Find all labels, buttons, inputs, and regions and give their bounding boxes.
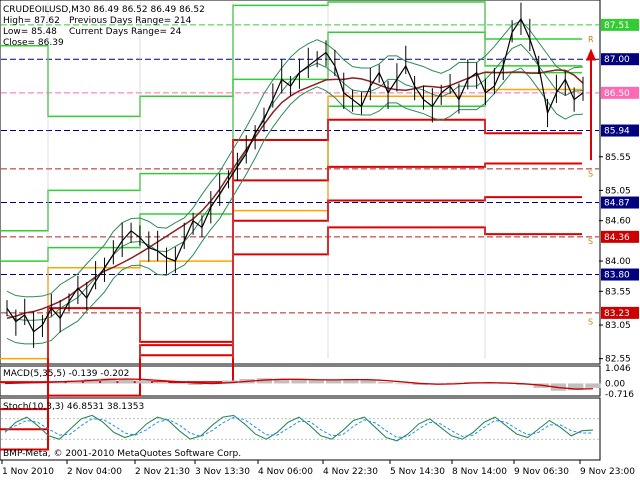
price-tag-label-6: 84.87	[604, 199, 630, 209]
macd-tick-label-1: 0.00	[605, 379, 625, 389]
symbol-line: CRUDEOILUSD,M30 86.49 86.52 86.49 86.52	[3, 5, 205, 15]
x-tick-label-1: 2 Nov 04:00	[67, 467, 122, 477]
up-arrow-head	[586, 48, 596, 61]
macd-bar-4	[66, 380, 82, 384]
macd-bar-11	[187, 383, 203, 385]
price-axis: 87.51 87.00 86.50 85.94 85.55 85.05 84.87 84.60…	[599, 18, 639, 365]
y-tick-label-13: 83.05	[605, 321, 631, 331]
level-letter-2: S	[588, 237, 593, 246]
macd-signal-line	[4, 378, 594, 390]
macd-bar-22	[377, 381, 394, 384]
macd-bar-20	[343, 379, 359, 384]
macd-tick-label-0: 1.046	[605, 364, 631, 374]
macd-label: MACD(5,35,5) -0.139 -0.202	[3, 369, 129, 379]
price-tag-label-12: 83.23	[604, 309, 630, 319]
stochastic-indicator	[1, 414, 599, 442]
stoch-label: Stoch(10,3,3) 46.8531 38.1353	[3, 402, 144, 412]
macd-bar-8	[135, 380, 152, 384]
macd-bar-6	[101, 378, 117, 384]
moving-average	[6, 69, 584, 319]
macd-indicator: 1.046 0.00-0.716	[0, 364, 634, 400]
time-axis: 1 Nov 2010 2 Nov 04:00 2 Nov 21:30 3 Nov 13…	[1, 460, 635, 477]
x-tick-label-7: 8 Nov 14:00	[452, 467, 507, 477]
y-tick-label-9: 84.00	[605, 257, 631, 267]
macd-bar-17	[291, 379, 307, 384]
level-letter-0: R	[588, 35, 594, 44]
x-tick-label-5: 4 Nov 22:30	[323, 467, 378, 477]
macd-bar-10	[170, 383, 186, 384]
price-tag-6	[601, 196, 639, 209]
x-tick-label-9: 9 Nov 23:00	[580, 467, 635, 477]
price-tag-2	[601, 86, 639, 99]
price-tag-label-2: 86.50	[604, 89, 630, 99]
macd-bar-29	[498, 383, 515, 384]
macd-bar-19	[325, 379, 342, 384]
y-tick-label-14: 82.55	[605, 355, 631, 365]
price-tag-label-8: 84.36	[604, 233, 630, 243]
macd-bar-33	[568, 383, 584, 391]
price-tag-0	[601, 18, 639, 31]
price-tag-12	[601, 306, 639, 319]
y-tick-label-4: 85.55	[605, 153, 631, 163]
price-tag-10	[601, 268, 639, 281]
y-tick-label-11: 83.55	[605, 287, 631, 297]
price-line	[6, 17, 584, 333]
x-tick-label-4: 4 Nov 06:00	[258, 467, 313, 477]
x-tick-label-3: 3 Nov 13:30	[195, 467, 250, 477]
macd-bar-18	[308, 380, 324, 384]
macd-bar-7	[118, 379, 134, 384]
stoch-signal-line	[4, 416, 594, 439]
price-panel	[0, 0, 601, 365]
macd-bar-34	[585, 383, 601, 388]
low-line: Low= 85.48	[3, 27, 57, 37]
macd-bar-15	[256, 378, 273, 384]
y-tick-label-7: 84.60	[605, 217, 631, 227]
price-tag-label-10: 83.80	[604, 271, 630, 281]
level-letter-1: S	[588, 170, 593, 179]
price-tag-1	[601, 53, 639, 66]
stoch-panel	[0, 397, 601, 461]
y-tick-label-5: 85.05	[605, 186, 631, 196]
macd-bar-26	[446, 382, 463, 384]
macd-bar-21	[360, 379, 376, 384]
x-tick-label-2: 2 Nov 21:30	[135, 467, 190, 477]
level-letter-3: S	[588, 318, 593, 327]
prev-range-line: Previous Days Range= 214	[69, 16, 192, 26]
price-tag-3	[601, 124, 639, 137]
price-tag-label-0: 87.51	[604, 21, 630, 31]
copyright-text: BMP-Meta, © 2001-2010 MetaQuotes Softwar…	[3, 449, 241, 459]
x-tick-label-0: 1 Nov 2010	[2, 467, 54, 477]
price-tag-8	[601, 230, 639, 243]
macd-bar-24	[412, 383, 428, 385]
macd-bar-5	[83, 379, 100, 384]
close-line: Close= 86.39	[3, 38, 64, 48]
macd-tick-label-2: -0.716	[605, 390, 634, 400]
price-tag-label-3: 85.94	[604, 127, 630, 137]
macd-bar-13	[222, 380, 238, 384]
band-lower	[6, 67, 584, 345]
macd-bar-9	[152, 381, 169, 384]
macd-bar-16	[274, 379, 290, 384]
macd-bar-23	[395, 383, 411, 385]
price-tag-label-1: 87.00	[604, 55, 630, 65]
arrow-markers: R S S S	[586, 35, 596, 327]
high-line: High= 87.62	[3, 16, 60, 26]
x-tick-label-8: 9 Nov 06:30	[514, 467, 569, 477]
ma-line	[6, 69, 584, 319]
x-tick-label-6: 5 Nov 14:30	[390, 467, 445, 477]
stoch-main-line	[4, 414, 594, 442]
band-upper	[6, 20, 584, 298]
curr-range-line: Current Days Range= 24	[69, 27, 182, 37]
price-series	[6, 2, 584, 348]
level-lines	[1, 24, 599, 314]
pivot-boxes	[0, 1, 582, 451]
